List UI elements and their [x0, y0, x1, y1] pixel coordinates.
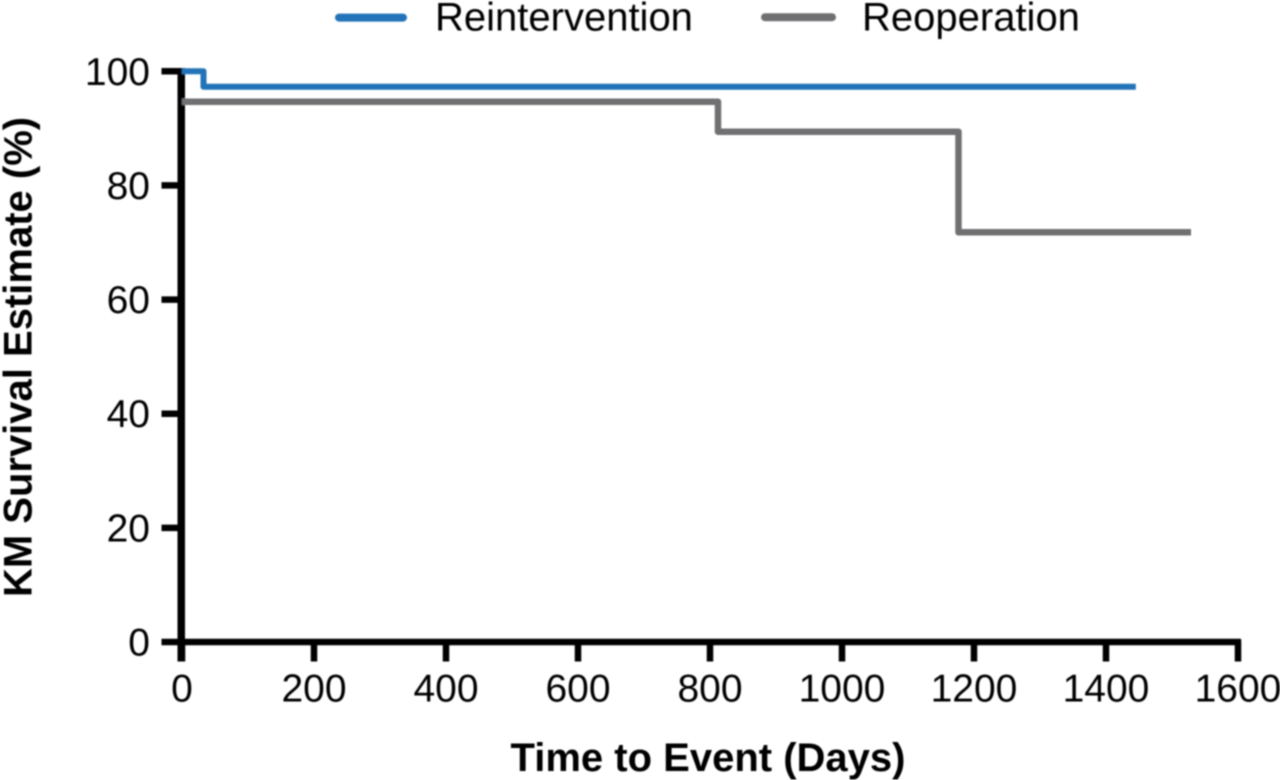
svg-text:100: 100 — [85, 51, 150, 94]
svg-text:1400: 1400 — [1063, 667, 1150, 710]
svg-text:Reoperation: Reoperation — [862, 0, 1080, 40]
svg-text:80: 80 — [107, 165, 150, 208]
svg-text:KM Survival Estimate (%): KM Survival Estimate (%) — [0, 117, 41, 597]
svg-text:1600: 1600 — [1195, 667, 1280, 710]
svg-text:800: 800 — [677, 667, 742, 710]
svg-text:1000: 1000 — [799, 667, 886, 710]
svg-text:40: 40 — [107, 393, 150, 436]
svg-text:60: 60 — [107, 279, 150, 322]
svg-text:200: 200 — [281, 667, 346, 710]
svg-text:1200: 1200 — [931, 667, 1018, 710]
svg-text:Time to Event (Days): Time to Event (Days) — [511, 736, 906, 780]
svg-text:20: 20 — [107, 507, 150, 550]
svg-text:0: 0 — [128, 622, 150, 665]
svg-text:0: 0 — [171, 667, 193, 710]
svg-text:600: 600 — [545, 667, 610, 710]
svg-text:Reintervention: Reintervention — [435, 0, 693, 40]
svg-text:400: 400 — [413, 667, 478, 710]
